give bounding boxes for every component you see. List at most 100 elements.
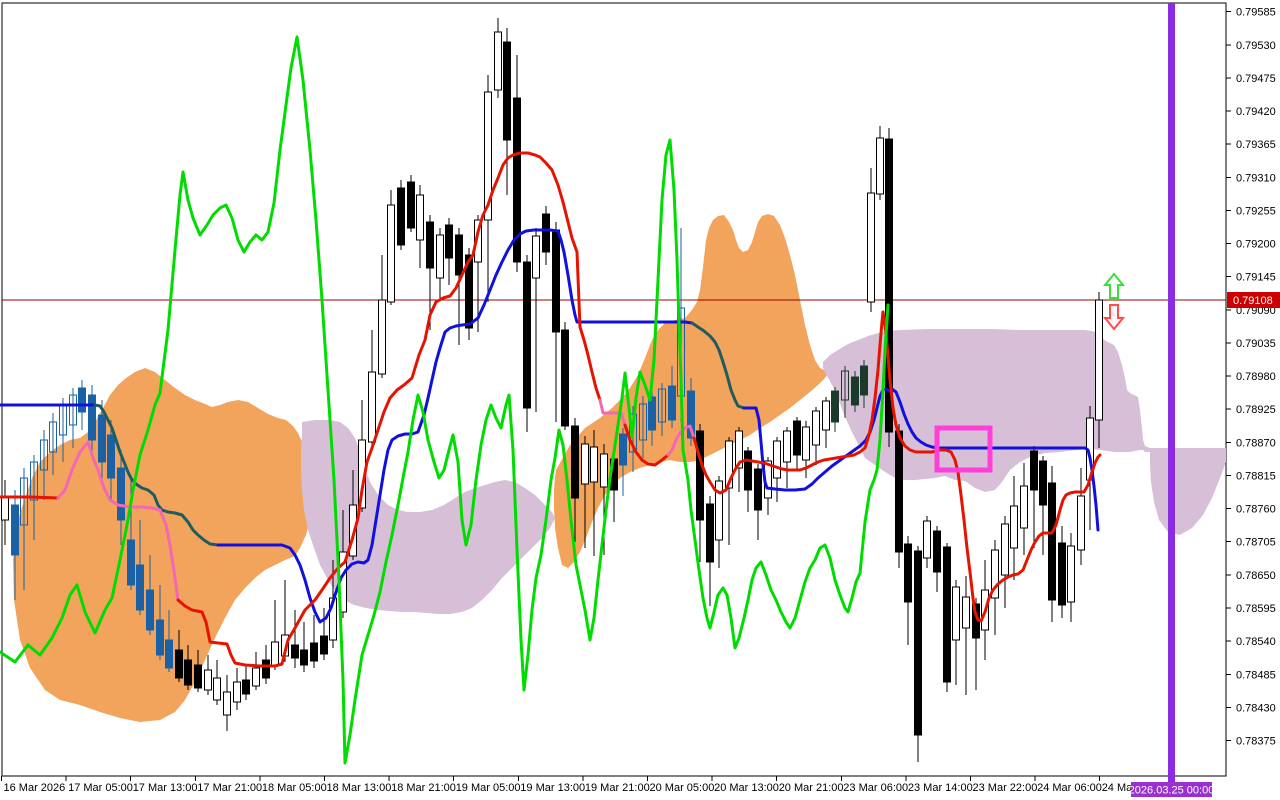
x-axis-label: 17 Mar 21:00	[197, 782, 262, 794]
candle	[252, 652, 260, 690]
down-arrow-icon[interactable]	[1102, 304, 1126, 331]
blue-indicator	[216, 228, 694, 624]
x-axis-label: 17 Mar 05:00	[68, 782, 133, 794]
x-axis-label: 19 Mar 13:00	[520, 782, 585, 794]
candle	[291, 610, 299, 668]
candle	[793, 417, 801, 470]
candle	[407, 175, 415, 232]
candle	[484, 75, 492, 302]
y-axis-label: 0.79255	[1236, 205, 1276, 217]
x-axis-label: 20 Mar 13:00	[714, 782, 779, 794]
candle	[822, 397, 830, 448]
x-axis-label: 18 Mar 05:00	[262, 782, 327, 794]
candle	[933, 526, 941, 592]
y-axis-label: 0.78485	[1236, 669, 1276, 681]
time-marker-box[interactable]	[1131, 782, 1212, 797]
candle	[156, 585, 164, 660]
candle	[107, 420, 115, 500]
y-axis-label: 0.78870	[1236, 437, 1276, 449]
candle	[98, 400, 106, 480]
x-axis-label: 23 Mar 06:00	[843, 782, 908, 794]
red-indicator	[176, 151, 602, 668]
up-arrow-icon[interactable]	[1102, 272, 1126, 299]
red-indicator	[666, 424, 696, 457]
candle	[368, 330, 376, 445]
candle	[320, 608, 328, 660]
blue-indicator	[690, 321, 746, 410]
candle	[20, 468, 28, 590]
candle	[851, 371, 859, 412]
candle	[223, 675, 231, 731]
y-axis-label: 0.79420	[1236, 106, 1276, 118]
x-axis-label: 23 Mar 22:00	[973, 782, 1038, 794]
candle	[904, 536, 912, 645]
candle	[812, 407, 820, 465]
orange-cloud-left	[13, 368, 312, 722]
candle	[49, 413, 57, 475]
candle	[1058, 526, 1066, 618]
candle	[952, 580, 960, 685]
candle	[581, 436, 589, 548]
x-axis-label: 20 Mar 05:00	[650, 782, 715, 794]
y-axis-label: 0.78980	[1236, 371, 1276, 383]
candle	[532, 228, 540, 412]
y-axis-label: 0.78925	[1236, 404, 1276, 416]
candle	[754, 464, 762, 540]
y-axis-label: 0.78705	[1236, 537, 1276, 549]
rectangle-object[interactable]	[934, 425, 993, 473]
candle	[387, 190, 395, 305]
candle	[619, 428, 627, 496]
candle	[841, 366, 849, 418]
blue-indicator	[93, 403, 220, 547]
y-axis-label: 0.79365	[1236, 139, 1276, 151]
candle	[136, 520, 144, 615]
y-axis-label: 0.78650	[1236, 570, 1276, 582]
y-axis-label: 0.78540	[1236, 636, 1276, 648]
candle	[542, 206, 550, 265]
blue-indicator	[742, 387, 1100, 532]
candle	[523, 255, 531, 432]
red-indicator	[623, 423, 670, 467]
candle	[117, 450, 125, 545]
candle	[706, 496, 714, 606]
y-axis-label: 0.78595	[1236, 603, 1276, 615]
y-axis-label: 0.78815	[1236, 471, 1276, 483]
candle	[349, 470, 357, 560]
candle	[1030, 446, 1038, 548]
candle	[146, 555, 154, 635]
price-marker-label: 0.79108	[1233, 295, 1273, 307]
candle	[1001, 516, 1009, 608]
candle	[1095, 292, 1103, 448]
y-axis-label: 0.78375	[1236, 736, 1276, 748]
candle	[867, 168, 875, 312]
x-axis-label: 17 Mar 13:00	[133, 782, 198, 794]
green-indicator	[0, 35, 890, 765]
candle	[494, 18, 502, 98]
x-axis-label: 23 Mar 14:00	[908, 782, 973, 794]
candle	[378, 255, 386, 378]
candle	[696, 424, 704, 562]
y-axis-label: 0.78760	[1236, 504, 1276, 516]
candle	[397, 180, 405, 250]
candle	[735, 427, 743, 492]
candle	[416, 185, 424, 268]
x-axis-label: 19 Mar 21:00	[585, 782, 650, 794]
candle	[962, 576, 970, 695]
x-axis-label: 18 Mar 21:00	[391, 782, 456, 794]
candle	[40, 430, 48, 500]
candle	[831, 387, 839, 432]
price-marker-box[interactable]	[1227, 292, 1280, 308]
candle	[242, 665, 250, 700]
y-axis-label: 0.79585	[1236, 7, 1276, 19]
y-axis-label: 0.79475	[1236, 73, 1276, 85]
candle	[590, 430, 598, 556]
candle	[1020, 463, 1028, 555]
candle	[194, 650, 202, 692]
x-axis-label: 20 Mar 21:00	[779, 782, 844, 794]
candle	[300, 622, 308, 672]
candle	[1010, 476, 1018, 580]
y-axis-label: 0.79035	[1236, 338, 1276, 350]
candle	[648, 390, 656, 446]
candle	[310, 615, 318, 668]
candle	[783, 427, 791, 488]
